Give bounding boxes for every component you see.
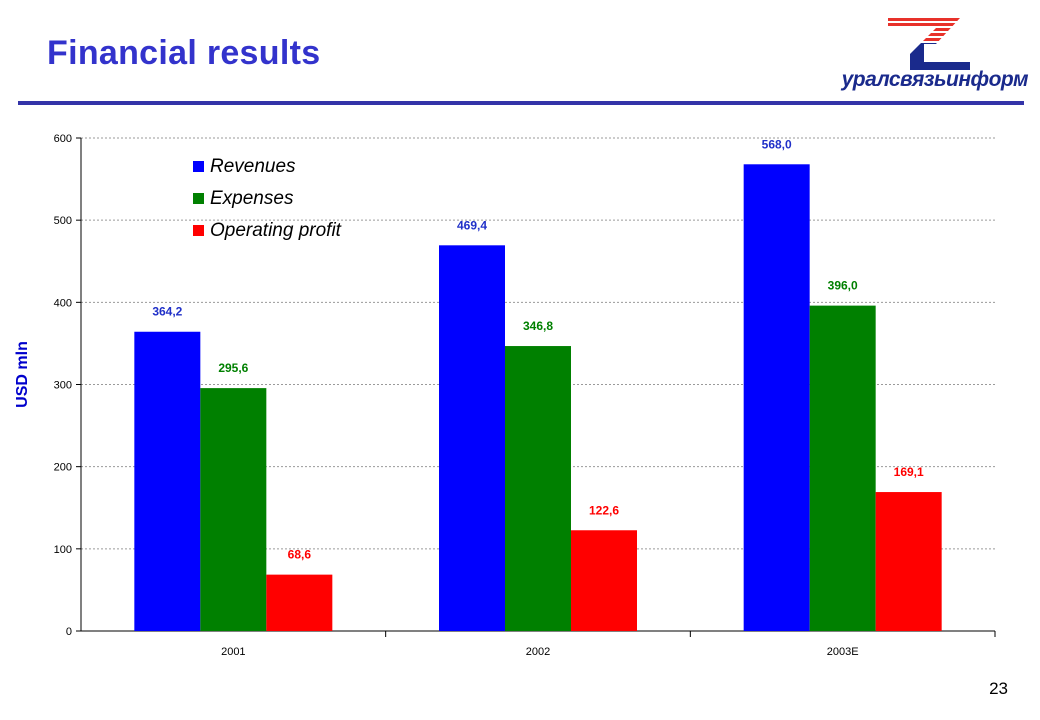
y-tick-label: 300 <box>54 380 72 392</box>
y-tick-label: 100 <box>54 544 72 556</box>
data-label: 68,6 <box>288 548 312 562</box>
data-label: 364,2 <box>152 305 182 319</box>
x-tick-label: 2003E <box>827 646 859 658</box>
x-tick-label: 2002 <box>526 646 550 658</box>
legend-label: Expenses <box>210 188 294 209</box>
bar-operating-profit <box>571 530 637 631</box>
data-label: 469,4 <box>457 218 487 232</box>
bar-revenues <box>134 331 201 631</box>
legend-label: Operating profit <box>210 220 342 241</box>
logo-text: уралсвязьинформ <box>841 68 1029 91</box>
legend-swatch <box>193 161 204 172</box>
x-tick-label: 2001 <box>221 646 245 658</box>
y-tick-label: 400 <box>54 297 72 309</box>
y-tick-label: 500 <box>54 215 72 227</box>
data-label: 396,0 <box>828 279 858 293</box>
financial-results-chart: 0 100 200 300 400 500 600 USD mln 2001 364,2 295,6… <box>14 133 996 658</box>
legend-label: Revenues <box>210 156 296 177</box>
page-number: 23 <box>989 679 1008 698</box>
title-divider <box>18 101 1024 105</box>
bar-expenses <box>809 305 876 631</box>
bar-expenses <box>200 388 267 631</box>
bar-operating-profit <box>875 492 942 631</box>
data-label: 295,6 <box>218 361 248 375</box>
y-axis-label: USD mln <box>14 341 31 408</box>
y-tick-label: 200 <box>54 462 72 474</box>
y-tick-label: 600 <box>54 133 72 145</box>
legend-swatch <box>193 225 204 236</box>
logo-mark-icon <box>888 18 970 70</box>
data-label: 568,0 <box>762 137 792 151</box>
legend-swatch <box>193 193 204 204</box>
company-logo: уралсвязьинформ <box>828 14 1029 98</box>
bar-operating-profit <box>266 574 333 631</box>
bar-revenues <box>439 245 505 631</box>
data-label: 122,6 <box>589 503 619 517</box>
bar-revenues <box>743 164 810 631</box>
page-title: Financial results <box>47 34 321 72</box>
data-label: 169,1 <box>894 465 924 479</box>
data-label: 346,8 <box>523 319 553 333</box>
bar-expenses <box>505 346 571 631</box>
y-tick-label: 0 <box>66 626 72 638</box>
